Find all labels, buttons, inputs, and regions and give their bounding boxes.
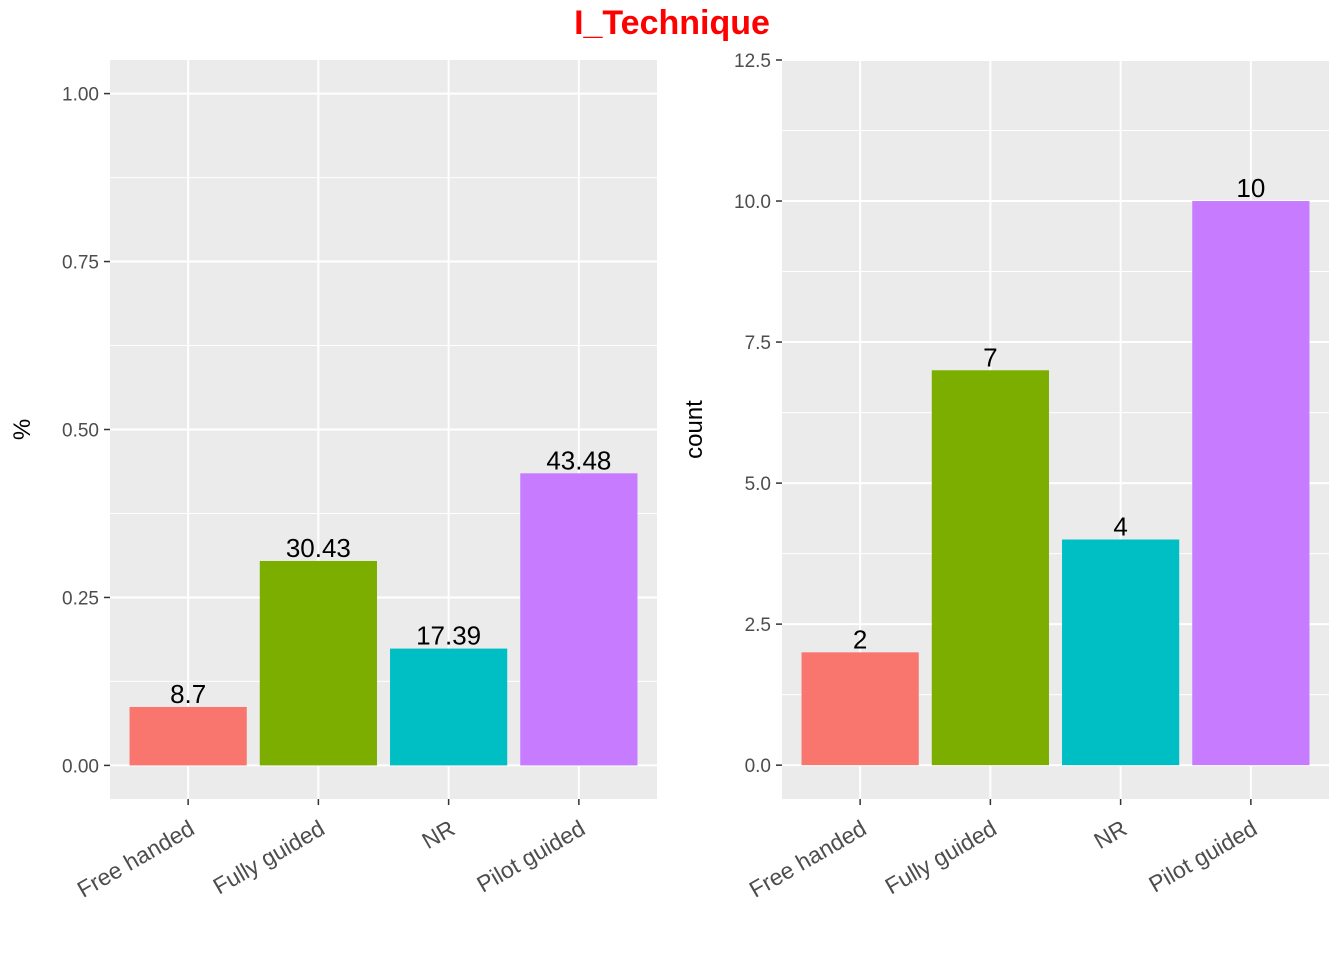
y-tick-label: 0.0 — [745, 756, 771, 777]
data-label: 4 — [1113, 512, 1127, 542]
y-tick-label: 0.25 — [62, 588, 99, 609]
data-label: 7 — [983, 342, 997, 372]
x-tick-label: Free handed — [73, 815, 199, 903]
data-label: 17.39 — [416, 621, 481, 651]
bar-nr — [390, 648, 508, 766]
y-tick-label: 0.50 — [62, 421, 99, 442]
bar-pilot-guided — [1192, 201, 1310, 766]
data-label: 43.48 — [546, 445, 611, 475]
data-label: 10 — [1236, 173, 1265, 203]
bar-free-handed — [801, 652, 919, 766]
y-tick-label: 12.5 — [734, 51, 771, 72]
bar-nr — [1062, 539, 1180, 766]
x-tick-label: Free handed — [745, 815, 871, 903]
bar-pilot-guided — [520, 473, 638, 766]
panel-2: 0.0 2.5 5.0 7.5 10.0 12.5 2 Free handed 7 Fully g… — [681, 51, 1329, 903]
bar-fully-guided — [931, 370, 1049, 766]
x-tick-label: Fully guided — [880, 815, 1000, 900]
y-tick-label: 0.75 — [62, 253, 99, 274]
bar-fully-guided — [259, 560, 377, 766]
x-tick-label: Pilot guided — [472, 815, 589, 898]
x-tick-label: NR — [417, 815, 459, 854]
data-label: 8.7 — [170, 679, 206, 709]
panel-1: 0.00 0.25 0.50 0.75 1.00 8.7 Free handed 30.43 F… — [9, 60, 657, 903]
y-tick-label: 7.5 — [745, 333, 771, 354]
data-label: 2 — [853, 624, 867, 654]
y-tick-label: 10.0 — [734, 192, 771, 213]
y-tick-label: 5.0 — [745, 474, 771, 495]
bar-free-handed — [129, 706, 247, 766]
data-label: 30.43 — [286, 533, 351, 563]
y-tick-label: 0.00 — [62, 756, 99, 777]
y-tick-label: 1.00 — [62, 85, 99, 106]
x-tick-label: Fully guided — [208, 815, 328, 900]
chart-title: I_Technique — [574, 4, 770, 42]
y-axis-title: % — [9, 419, 36, 440]
x-tick-label: NR — [1089, 815, 1131, 854]
y-axis-title: count — [681, 400, 708, 459]
y-tick-label: 2.5 — [745, 615, 771, 636]
x-tick-label: Pilot guided — [1144, 815, 1261, 898]
